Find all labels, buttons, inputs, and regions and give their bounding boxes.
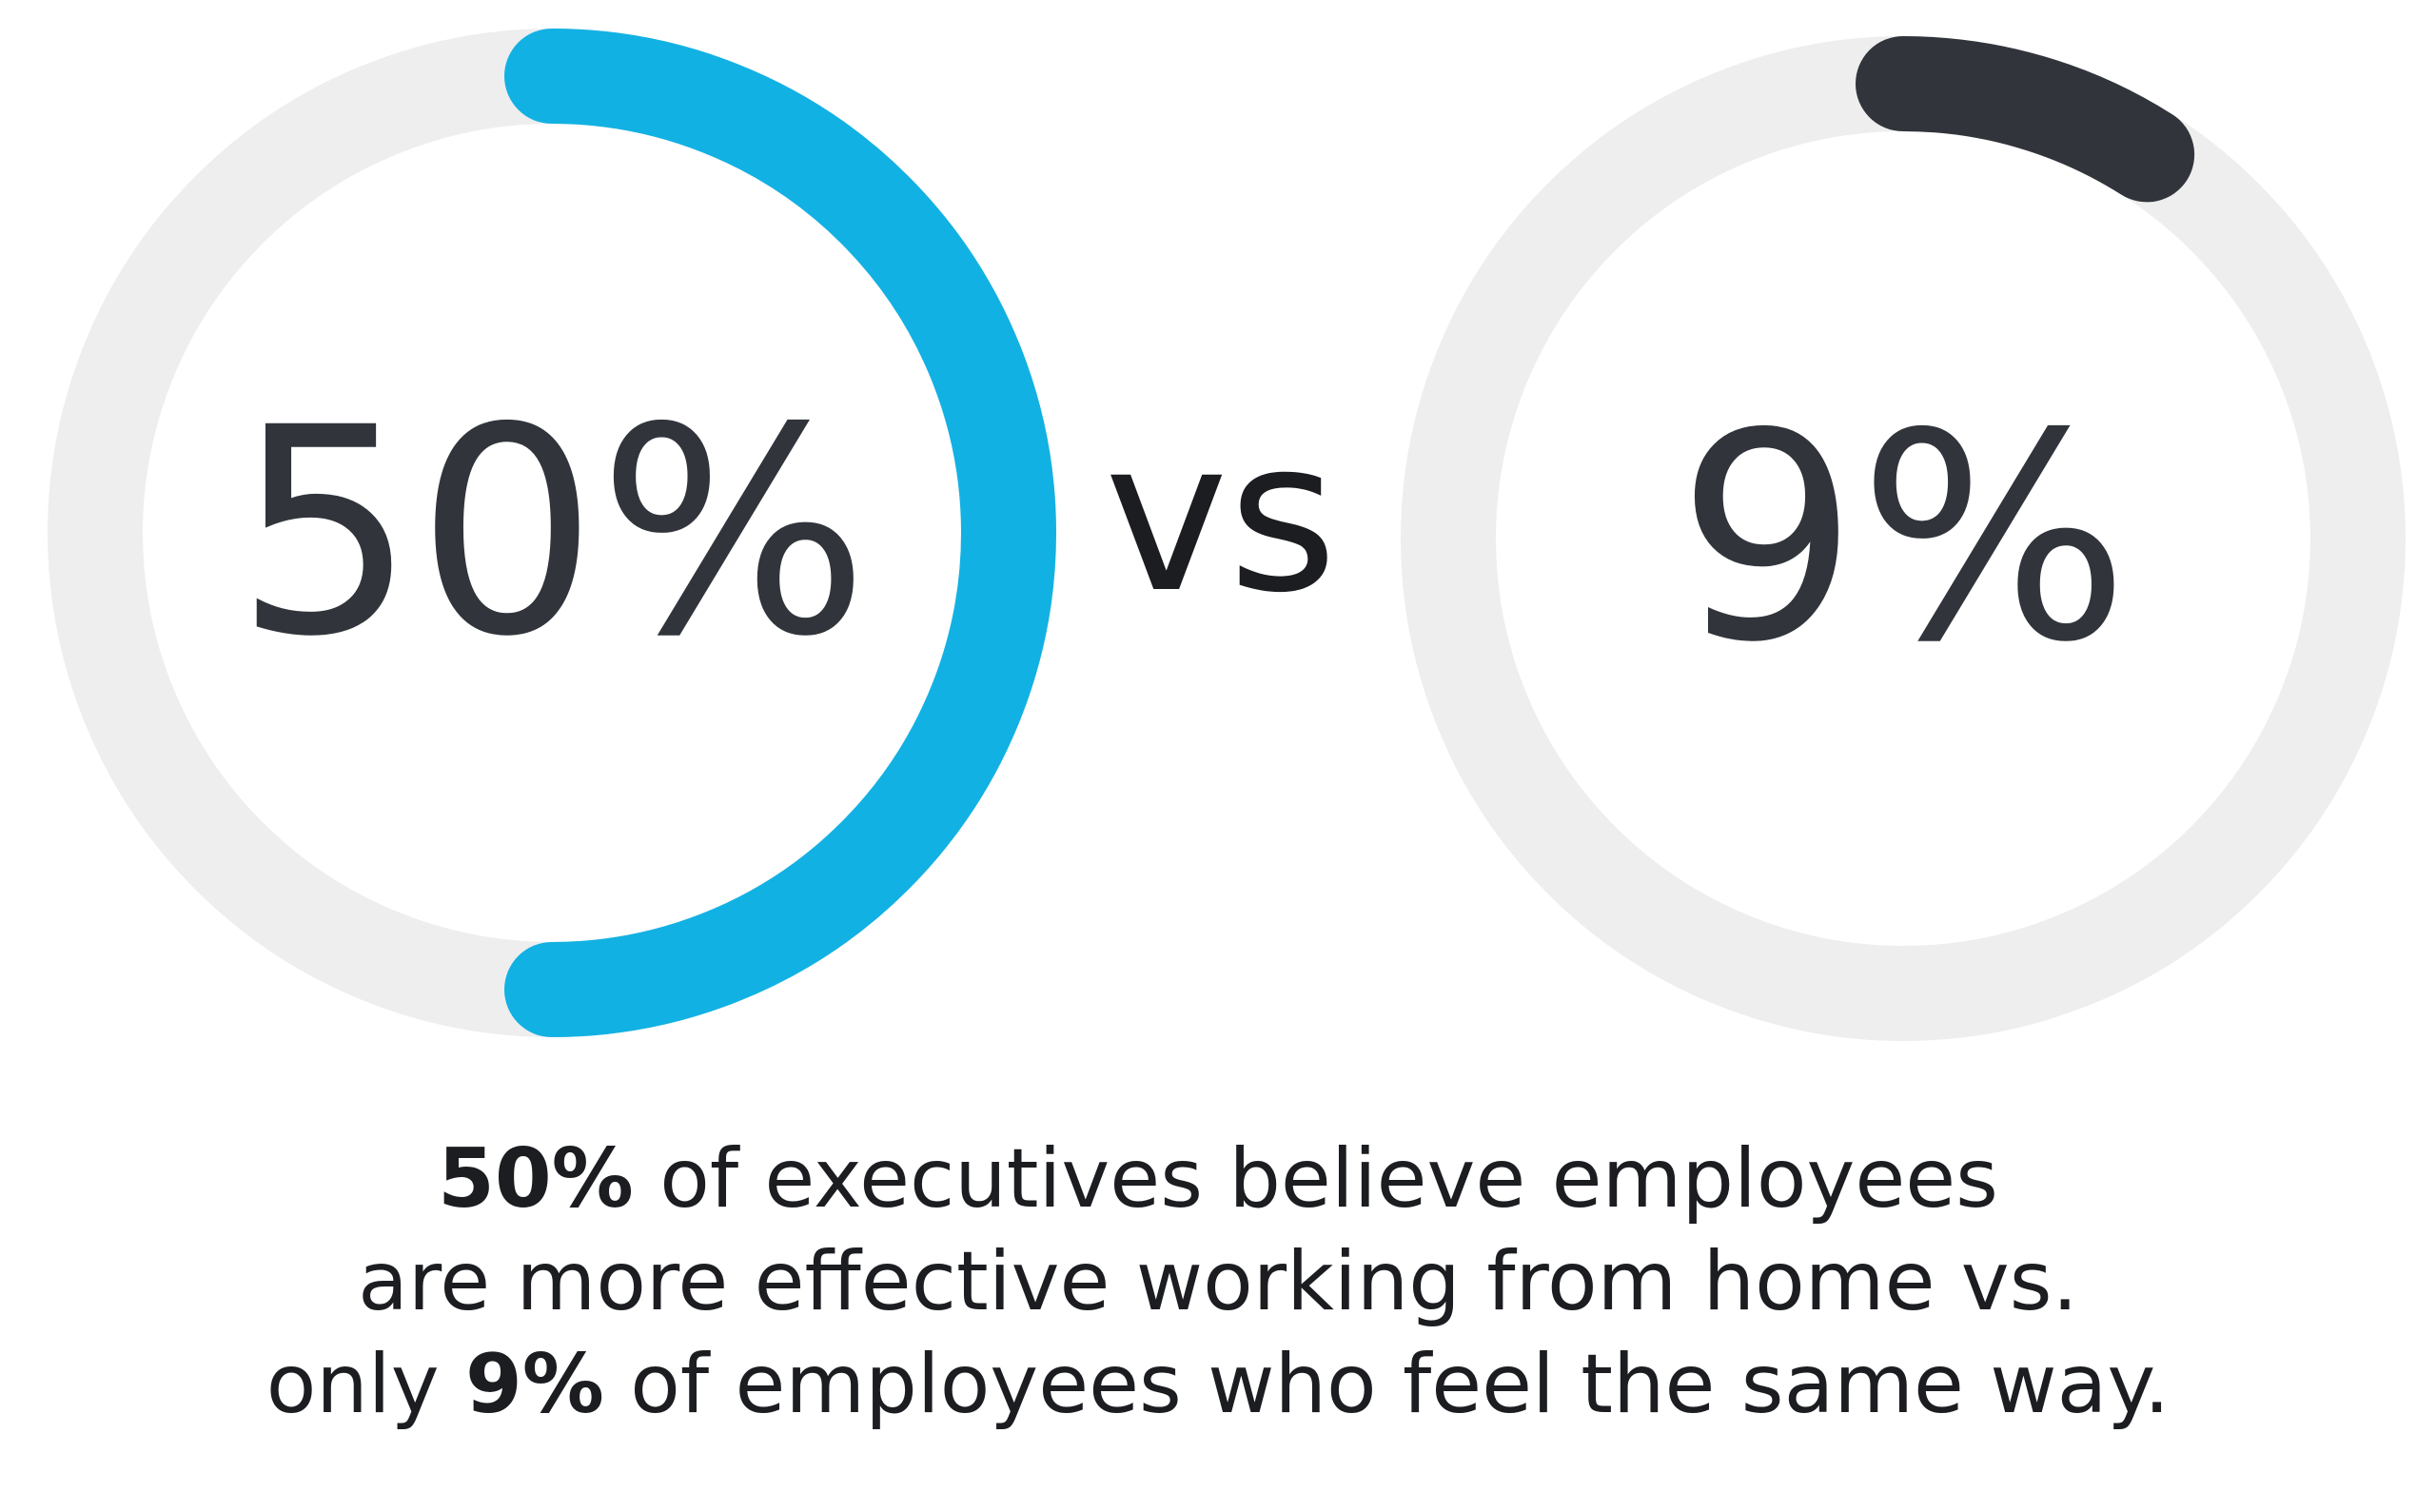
caption-employees-percent: 9% — [464, 1337, 604, 1432]
caption-executives-percent: 50% — [438, 1131, 634, 1227]
donut-employees: 9% — [1401, 36, 2406, 1041]
donut-executives-label: 50% — [235, 367, 870, 699]
donut-executives: 50% — [48, 29, 1056, 1037]
caption-line-3: only 9% of employees who feel the same w… — [0, 1333, 2436, 1436]
vs-label: vs — [1105, 395, 1338, 638]
donut-comparison-chart: 50% vs 9% — [48, 29, 2406, 1041]
donut-employees-arc — [1856, 36, 2195, 203]
caption-line-1-text: of executives believe employees — [633, 1131, 1998, 1227]
caption-line-3-start: only — [265, 1337, 465, 1432]
caption-line-2: are more effective working from home vs. — [358, 1234, 2078, 1329]
donut-executives-arc — [504, 29, 1056, 1037]
donut-employees-label: 9% — [1677, 373, 2130, 705]
caption: 50% of executives believe employees are … — [0, 1128, 2436, 1436]
caption-line-1: 50% of executives believe employees — [0, 1128, 2436, 1230]
caption-line-3-text: of employees who feel the same way. — [603, 1337, 2171, 1432]
